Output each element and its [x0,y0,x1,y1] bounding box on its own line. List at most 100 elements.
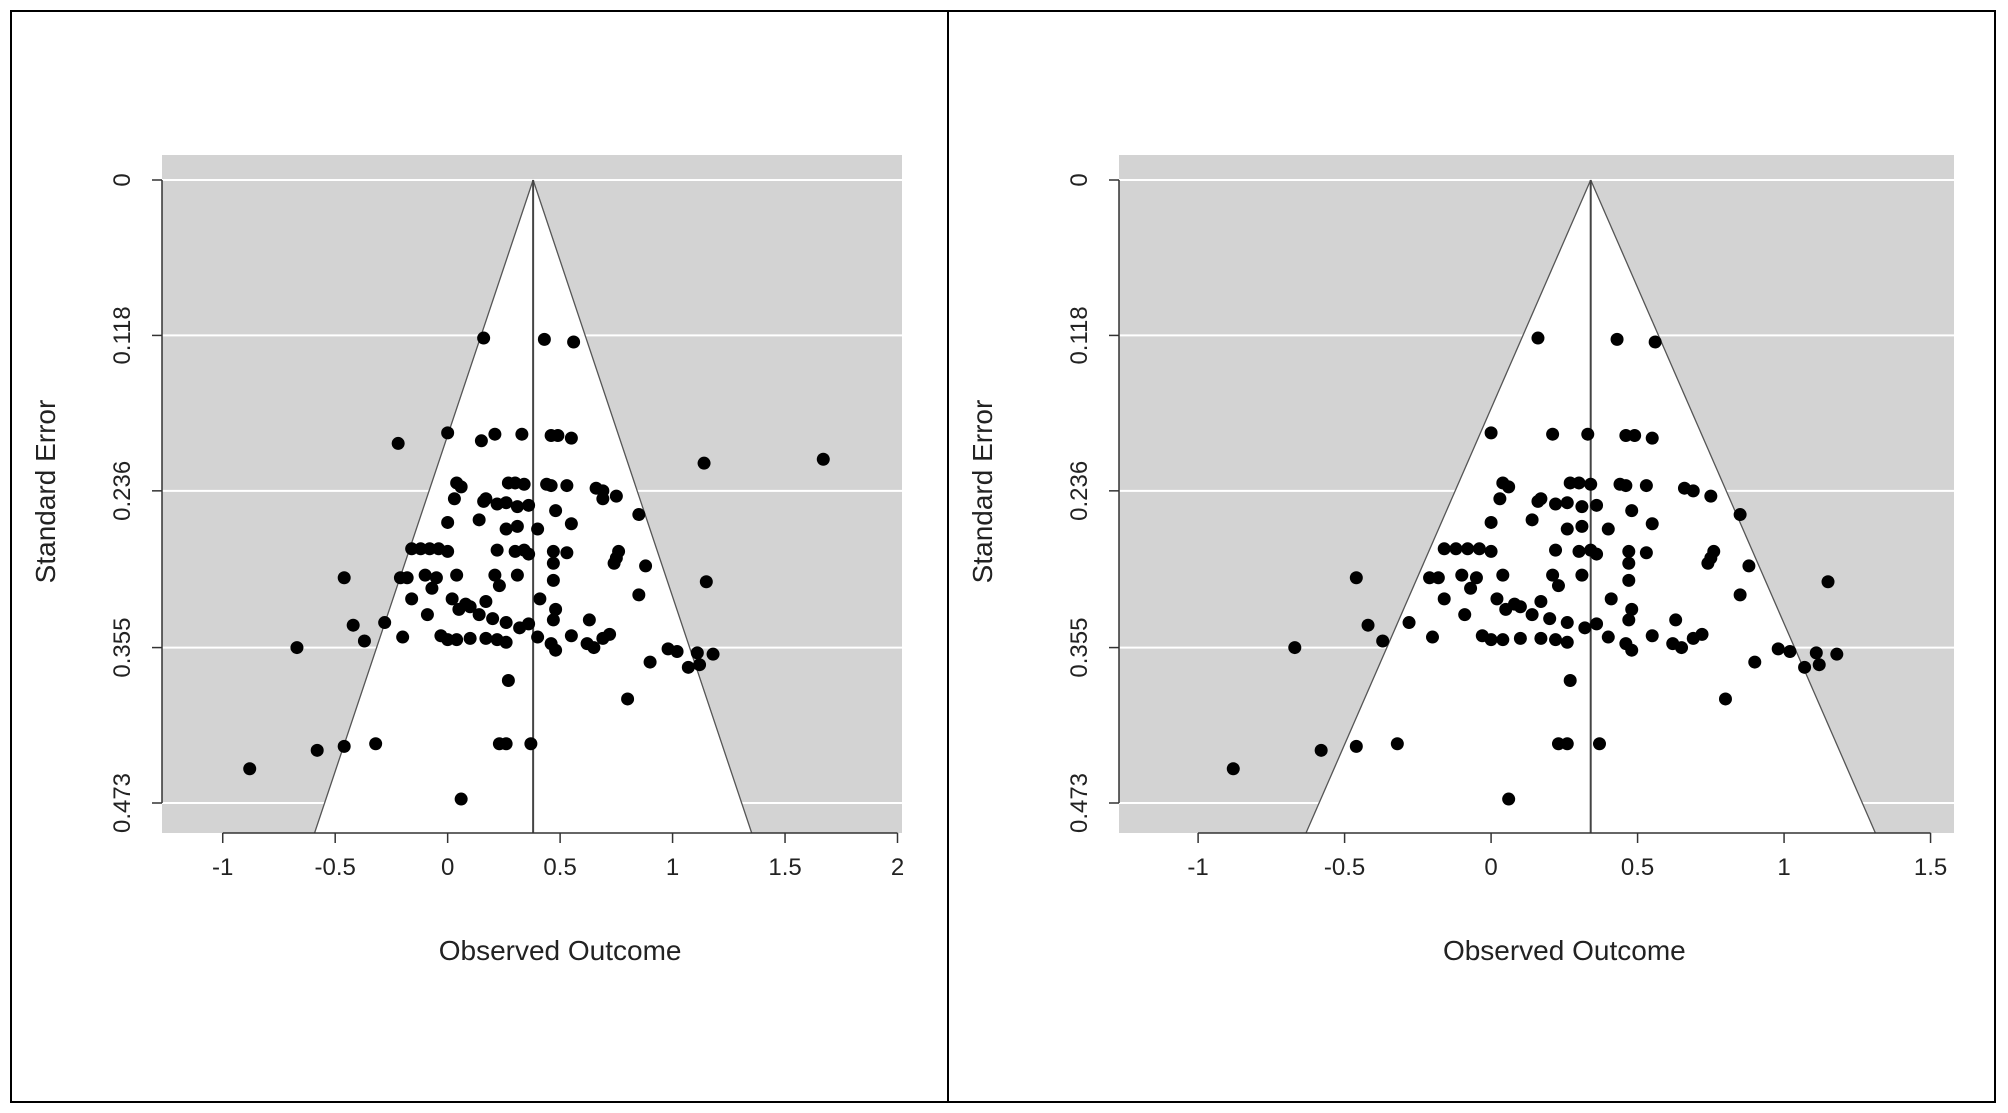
funnel-plot-right: -1 -0.5 0 0.5 1 1.5 0 0.118 0.236 0.355 0.473 Obser… [949,10,1994,1103]
data-point [1402,616,1416,630]
data-point [1376,634,1390,648]
data-point [1490,592,1504,606]
data-point [499,635,513,649]
data-point [596,492,610,506]
data-point [515,427,529,441]
data-point [632,508,646,522]
data-point [1771,642,1785,656]
x-tick-label: 1.5 [1914,854,1947,881]
data-point [1469,571,1483,585]
figure-frame [10,10,1996,1103]
data-point [1543,612,1557,626]
data-point [454,792,468,806]
data-point [1513,631,1527,645]
data-point [1648,335,1662,349]
data-point [1625,643,1639,657]
data-point [1592,737,1606,751]
data-point [450,633,464,647]
y-tick-label: 0.473 [1066,773,1093,833]
data-point [1601,522,1615,536]
data-point [639,559,653,573]
data-point [1798,660,1812,674]
data-point [643,655,657,669]
data-point [1686,631,1700,645]
data-point [1622,544,1636,558]
data-point [445,592,459,606]
data-point [1493,492,1507,506]
data-point [1531,331,1545,345]
data-point [1809,646,1823,660]
data-point [522,617,536,631]
data-point [1549,633,1563,647]
data-point [1625,602,1639,616]
data-point [1625,504,1639,518]
data-point [1675,641,1689,655]
data-point [609,551,623,565]
data-point [357,634,371,648]
data-point [405,542,419,556]
data-point [1560,496,1574,510]
data-point [499,616,513,630]
data-point [531,522,545,536]
data-point [414,542,428,556]
data-point [1425,630,1439,644]
data-point [1563,674,1577,688]
data-point [1575,500,1589,514]
data-point [697,456,711,470]
data-point [546,573,560,587]
data-point [1610,332,1624,346]
data-point [1349,739,1363,753]
data-point [337,571,351,585]
data-point [452,602,466,616]
funnel-edge-left [313,179,534,833]
data-point [1499,602,1513,616]
data-point [1525,513,1539,527]
data-point [1645,431,1659,445]
data-point [1560,616,1574,630]
data-point [1604,592,1618,606]
data-point [1584,477,1598,491]
y-tick-label: 0.355 [1066,618,1093,678]
data-point [621,692,635,706]
data-point [441,633,455,647]
funnel-plot-left: -1 -0.5 0 0.5 1 1.5 2 0 0.118 0.236 0.355 0.473 Obse… [12,10,947,1103]
data-point [1590,498,1604,512]
data-point [587,641,601,655]
data-point [1622,556,1636,570]
x-axis-title: Observed Outcome [439,935,682,966]
data-point [1686,484,1700,498]
y-tick-label: 0.118 [1066,306,1093,364]
data-point [517,477,531,491]
data-point [369,737,383,751]
data-point [816,452,830,466]
data-point [1742,559,1756,573]
data-point [1458,608,1472,622]
data-point [290,641,304,655]
data-point [510,568,524,582]
x-tick-label: 0.5 [543,854,576,881]
data-point [441,515,455,529]
data-point [1821,575,1835,589]
data-point [1502,792,1516,806]
x-tick-label: 1.5 [768,854,801,881]
data-point [479,492,493,506]
data-point [499,737,513,751]
data-point [1534,594,1548,608]
data-point [564,629,578,643]
data-point [447,492,461,506]
data-point [582,613,596,627]
data-point [1431,571,1445,585]
data-point [396,630,410,644]
data-point [560,546,574,560]
x-tick-label: 0 [441,854,454,881]
data-point [1748,655,1762,669]
data-point [1546,568,1560,582]
data-point [510,519,524,533]
data-point [1484,515,1498,529]
data-point [1619,479,1633,493]
data-point [1560,522,1574,536]
data-point [1361,618,1375,632]
data-point [549,504,563,518]
data-point [1549,497,1563,511]
data-point [477,331,491,345]
